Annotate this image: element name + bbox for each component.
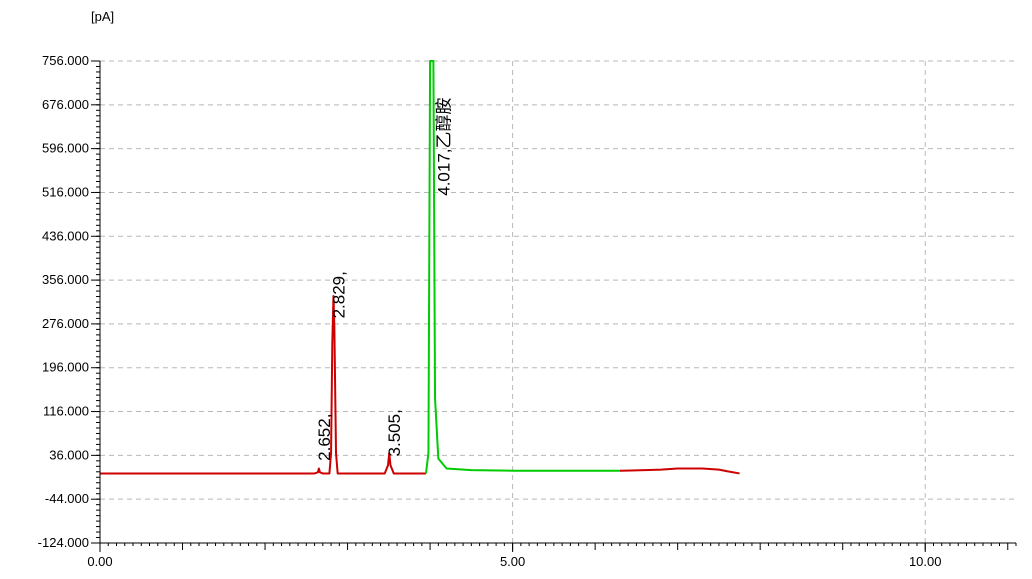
y-tick-label: 196.000 [42, 360, 89, 375]
y-tick-label: 756.000 [42, 53, 89, 68]
y-tick-label: 116.000 [43, 404, 89, 419]
label-layer: 756.000 676.000 596.000 516.000 436.000 356.0… [38, 53, 942, 569]
y-tick-label: 596.000 [42, 141, 89, 156]
x-tick-label: 0.00 [87, 554, 112, 569]
y-tick-label: 436.000 [42, 228, 89, 243]
peak-label: 3.505, [385, 409, 404, 456]
y-tick-label: 356.000 [42, 272, 89, 287]
y-tick-label: 676.000 [42, 97, 89, 112]
axes-layer [91, 60, 1017, 552]
trace-segment-1 [100, 294, 426, 475]
y-axis-unit-label: [pA] [91, 9, 114, 24]
x-tick-label: 5.00 [500, 554, 525, 569]
peak-label: 4.017,乙醇胺 [434, 97, 453, 195]
y-tick-label: -44.000 [45, 491, 89, 506]
y-tick-label: 36.000 [49, 447, 89, 462]
x-tick-label: 10.00 [909, 554, 942, 569]
peak-label: 2.652, [315, 414, 334, 461]
y-tick-label: 276.000 [42, 316, 89, 331]
peak-label: 2.829, [329, 271, 348, 318]
series-layer [100, 60, 740, 475]
trace-segment-3 [619, 467, 740, 475]
y-tick-label: -124.000 [38, 535, 89, 550]
y-tick-label: 516.000 [42, 184, 89, 199]
trace-segment-2 [424, 60, 620, 474]
